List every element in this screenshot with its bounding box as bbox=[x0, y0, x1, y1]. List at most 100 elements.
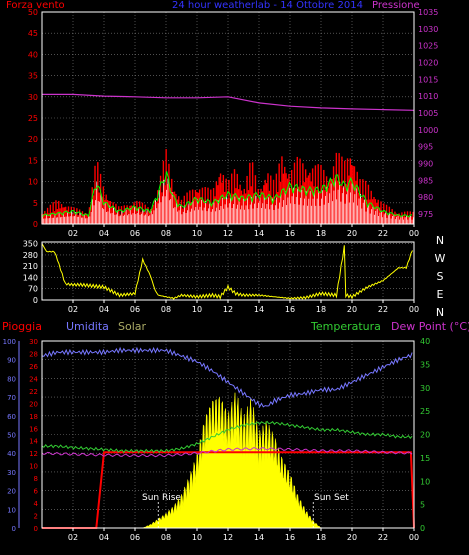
temperature-ytick-label: 35 bbox=[420, 360, 430, 369]
climate-panel-xtick-label: 04 bbox=[99, 533, 109, 542]
rain-ytick-label: 90 bbox=[7, 357, 16, 365]
wind-ytick-label: 25 bbox=[28, 114, 38, 123]
humidity-ytick-label: 14 bbox=[29, 438, 38, 446]
temperature-ytick-label: 5 bbox=[420, 501, 425, 510]
wind-ytick-label: 20 bbox=[28, 135, 38, 144]
rain-ytick-label: 40 bbox=[7, 450, 16, 458]
rain-ytick-label: 100 bbox=[3, 338, 16, 346]
wind-ytick-label: 0 bbox=[33, 220, 38, 229]
climate-panel-xtick-label: 22 bbox=[378, 533, 388, 542]
pressure-ytick-label: 1030 bbox=[418, 25, 438, 34]
climate-panel-xtick-label: 10 bbox=[192, 533, 202, 542]
gust-line bbox=[41, 171, 413, 218]
solar-area bbox=[141, 392, 322, 529]
wind-ytick-label: 35 bbox=[28, 72, 38, 81]
solar-axis-label: Solar bbox=[118, 320, 147, 333]
wind-ytick-label: 45 bbox=[28, 29, 38, 38]
direction-panel-xtick-label: 16 bbox=[285, 305, 295, 314]
humidity-ytick-label: 28 bbox=[29, 350, 38, 358]
temperature-ytick-label: 30 bbox=[420, 384, 430, 393]
direction-ytick-label: 140 bbox=[23, 273, 38, 282]
humidity-ytick-label: 18 bbox=[29, 413, 38, 421]
wind-ytick-label: 15 bbox=[28, 156, 38, 165]
pressure-ytick-label: 985 bbox=[418, 176, 433, 185]
direction-panel-xtick-label: 00 bbox=[409, 305, 419, 314]
wind-ytick-label: 30 bbox=[28, 93, 38, 102]
wind-panel-xtick-label: 12 bbox=[223, 229, 233, 238]
wind-ytick-label: 40 bbox=[28, 50, 38, 59]
direction-panel-xtick-label: 04 bbox=[99, 305, 109, 314]
climate-panel-xtick-label: 06 bbox=[130, 533, 140, 542]
climate-panel-xtick-label: 14 bbox=[254, 533, 264, 542]
rain-axis-label: Pioggia bbox=[2, 320, 42, 333]
pressure-ytick-label: 1020 bbox=[418, 58, 438, 67]
direction-ytick-label: 350 bbox=[23, 240, 38, 249]
climate-panel-xtick-label: 20 bbox=[347, 533, 357, 542]
direction-panel-xtick-label: 08 bbox=[161, 305, 171, 314]
humidity-ytick-label: 16 bbox=[29, 425, 38, 433]
wind-ytick-label: 50 bbox=[28, 8, 38, 17]
compass-label: S bbox=[437, 270, 444, 283]
pressure-ytick-label: 1015 bbox=[418, 75, 438, 84]
dewpoint-axis-label: Dew Point (°C) bbox=[391, 320, 469, 333]
wind-panel-xtick-label: 16 bbox=[285, 229, 295, 238]
rain-ytick-label: 70 bbox=[7, 394, 16, 402]
wind-panel-xtick-label: 22 bbox=[378, 229, 388, 238]
temperature-ytick-label: 0 bbox=[420, 524, 425, 533]
humidity-ytick-label: 6 bbox=[34, 488, 39, 496]
direction-panel-xtick-label: 20 bbox=[347, 305, 357, 314]
sunrise-label: Sun Rise bbox=[142, 493, 181, 503]
pressure-ytick-label: 1000 bbox=[418, 126, 438, 135]
temperature-ytick-label: 25 bbox=[420, 407, 430, 416]
wind-ytick-label: 10 bbox=[28, 178, 38, 187]
wind-panel-xtick-label: 06 bbox=[130, 229, 140, 238]
humidity-ytick-label: 22 bbox=[29, 388, 38, 396]
direction-panel-xtick-label: 18 bbox=[316, 305, 326, 314]
compass-label: N bbox=[436, 234, 444, 247]
dewpoint-line bbox=[41, 446, 413, 458]
rain-ytick-label: 50 bbox=[7, 432, 16, 440]
temperature-line bbox=[41, 420, 413, 454]
direction-ytick-label: 70 bbox=[28, 285, 38, 294]
humidity-line bbox=[41, 346, 413, 409]
direction-ytick-label: 280 bbox=[23, 251, 38, 260]
humidity-ytick-label: 30 bbox=[29, 338, 38, 346]
compass-label: N bbox=[436, 306, 444, 319]
rain-ytick-label: 0 bbox=[12, 525, 16, 533]
climate-panel-xtick-label: 18 bbox=[316, 533, 326, 542]
pressure-line bbox=[42, 93, 415, 111]
direction-panel-xtick-label: 06 bbox=[130, 305, 140, 314]
pressure-ytick-label: 1010 bbox=[418, 92, 438, 101]
pressure-ytick-label: 990 bbox=[418, 159, 433, 168]
humidity-ytick-label: 0 bbox=[34, 525, 38, 533]
direction-ytick-label: 0 bbox=[33, 296, 38, 305]
humidity-ytick-label: 2 bbox=[34, 513, 38, 521]
climate-panel-xtick-label: 02 bbox=[68, 533, 78, 542]
humidity-axis-label: Umidita bbox=[66, 320, 109, 333]
compass-label: E bbox=[437, 288, 444, 301]
direction-panel-xtick-label: 14 bbox=[254, 305, 264, 314]
direction-panel-xtick-label: 22 bbox=[378, 305, 388, 314]
wind-panel-xtick-label: 14 bbox=[254, 229, 264, 238]
temperature-ytick-label: 15 bbox=[420, 454, 430, 463]
direction-panel-xtick-label: 02 bbox=[68, 305, 78, 314]
climate-panel-xtick-label: 12 bbox=[223, 533, 233, 542]
climate-panel-xtick-label: 08 bbox=[161, 533, 171, 542]
temperature-ytick-label: 20 bbox=[420, 431, 430, 440]
pressure-ytick-label: 1025 bbox=[418, 42, 438, 51]
pressure-ytick-label: 995 bbox=[418, 143, 433, 152]
direction-panel-xtick-label: 12 bbox=[223, 305, 233, 314]
pressure-ytick-label: 975 bbox=[418, 210, 433, 219]
temperature-ytick-label: 40 bbox=[420, 337, 430, 346]
humidity-ytick-label: 4 bbox=[34, 500, 39, 508]
sunset-label: Sun Set bbox=[314, 493, 349, 503]
wind-panel-xtick-label: 08 bbox=[161, 229, 171, 238]
wind-panel-xtick-label: 20 bbox=[347, 229, 357, 238]
wind-ytick-label: 5 bbox=[33, 199, 38, 208]
direction-ytick-label: 210 bbox=[23, 262, 38, 271]
direction-panel-frame bbox=[41, 241, 415, 301]
wind-panel-xtick-label: 00 bbox=[409, 229, 419, 238]
pressure-ytick-label: 1035 bbox=[418, 8, 438, 17]
